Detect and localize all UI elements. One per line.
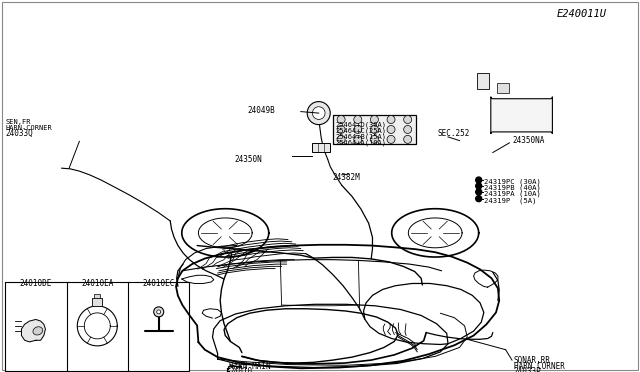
Circle shape [387,116,395,124]
Circle shape [337,125,345,134]
Circle shape [354,116,362,124]
Text: 24033Q: 24033Q [5,129,33,138]
Text: 24010DE: 24010DE [20,279,52,288]
Circle shape [404,116,412,124]
Bar [312,143,330,152]
Circle shape [476,177,482,183]
Circle shape [337,135,345,143]
Text: SEC.252: SEC.252 [438,129,470,138]
Circle shape [476,183,482,189]
Polygon shape [22,320,45,342]
Text: E240011U: E240011U [557,9,607,19]
Circle shape [387,135,395,143]
Text: 24010EA: 24010EA [81,279,113,288]
Bar [497,83,509,93]
Text: 24010EC: 24010EC [143,279,175,288]
Circle shape [476,196,482,202]
Text: 25464+C(25A): 25464+C(25A) [335,128,387,134]
Bar [477,73,489,89]
Circle shape [476,189,482,195]
Text: 24350NA: 24350NA [512,136,545,145]
Circle shape [371,116,378,124]
Text: HARN MAIN: HARN MAIN [229,362,271,371]
Circle shape [307,102,330,125]
Circle shape [337,116,345,124]
Text: 24033P: 24033P [514,367,541,372]
Text: 25464+A(10A): 25464+A(10A) [335,140,387,146]
Circle shape [404,135,412,143]
Text: 24049B: 24049B [248,106,275,115]
Text: 24319PB (40A): 24319PB (40A) [484,185,541,191]
Circle shape [387,125,395,134]
Bar [5,282,189,371]
Circle shape [354,125,362,134]
Circle shape [371,125,378,134]
Text: HARN CORNER: HARN CORNER [514,362,564,371]
Text: 24010: 24010 [229,367,252,372]
Circle shape [312,107,325,119]
Text: 24382M: 24382M [333,173,360,182]
Text: 25464+D(30A): 25464+D(30A) [335,122,387,128]
Bar [94,294,100,298]
Circle shape [404,125,412,134]
Circle shape [354,135,362,143]
Text: SONAR,RR: SONAR,RR [514,356,551,365]
Ellipse shape [33,327,43,335]
FancyBboxPatch shape [491,97,552,134]
Text: 24319PA (10A): 24319PA (10A) [484,191,541,198]
Text: 25464+B(15A): 25464+B(15A) [335,134,387,140]
Text: 24319PC (30A): 24319PC (30A) [484,178,541,185]
Circle shape [154,307,164,317]
Circle shape [371,135,378,143]
Bar [333,115,416,144]
Circle shape [157,310,161,314]
Text: HARN-CORNER: HARN-CORNER [5,125,52,131]
Text: 24319P  (5A): 24319P (5A) [484,198,536,204]
Bar [92,298,102,306]
Text: 24350N: 24350N [235,155,262,164]
Text: SEN,FR: SEN,FR [5,119,31,125]
